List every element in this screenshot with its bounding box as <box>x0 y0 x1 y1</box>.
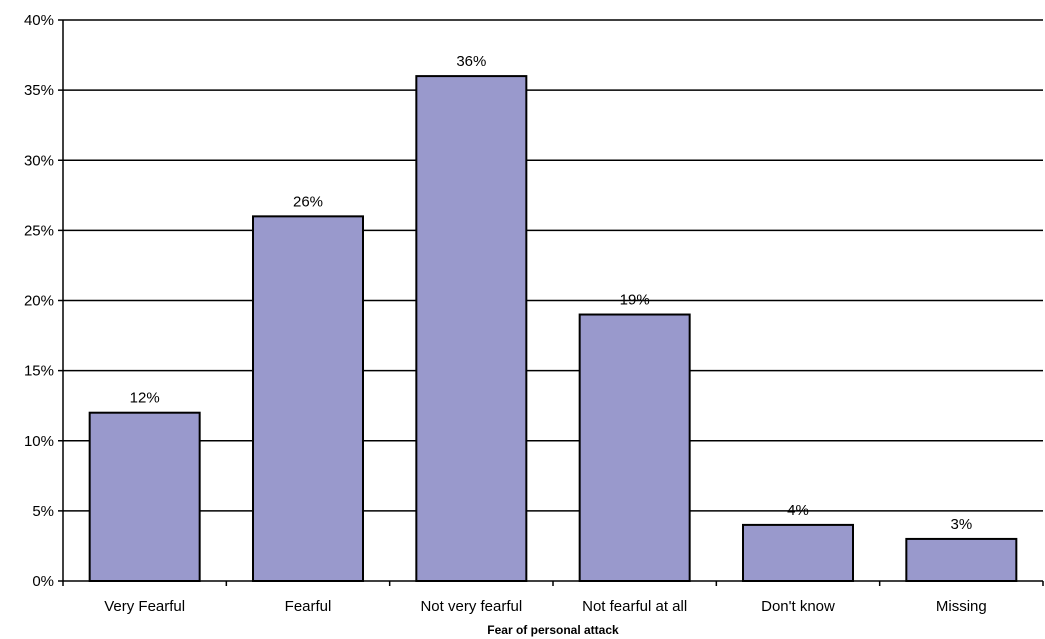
y-tick-label: 15% <box>24 363 54 380</box>
bar <box>415 75 528 582</box>
bar <box>578 313 691 582</box>
bars <box>88 75 1018 583</box>
y-tick-label: 40% <box>24 12 54 29</box>
data-label: 36% <box>456 53 486 70</box>
y-tick-label: 5% <box>32 503 54 520</box>
category-label: Fearful <box>285 598 332 615</box>
bar <box>905 537 1018 582</box>
data-label: 12% <box>130 390 160 407</box>
y-tick-label: 30% <box>24 152 54 169</box>
category-label: Not very fearful <box>420 598 522 615</box>
category-label: Not fearful at all <box>582 598 687 615</box>
category-labels: Very Fearful Fearful Not very fearful Not f… <box>104 598 987 615</box>
data-labels: 12% 26% 36% 19% 4% 3% <box>130 53 973 533</box>
y-axis-ticks: 0% 5% 10% 15% 20% 25% 30% 35% 40% <box>24 12 63 590</box>
data-label: 3% <box>950 516 972 533</box>
y-tick-label: 20% <box>24 293 54 310</box>
category-label: Very Fearful <box>104 598 185 615</box>
bar <box>252 215 364 582</box>
y-tick-label: 25% <box>24 222 54 239</box>
category-label: Missing <box>936 598 987 615</box>
data-label: 4% <box>787 502 809 519</box>
x-axis-ticks <box>62 581 1044 586</box>
bar <box>88 411 201 583</box>
y-tick-label: 10% <box>24 433 54 450</box>
data-label: 19% <box>620 292 650 309</box>
y-tick-label: 35% <box>24 82 54 99</box>
data-label: 26% <box>293 193 323 210</box>
x-axis-title: Fear of personal attack <box>487 623 619 637</box>
gridlines <box>63 19 1043 512</box>
y-tick-label: 0% <box>32 573 54 590</box>
bar <box>742 523 854 583</box>
category-label: Don't know <box>761 598 835 615</box>
